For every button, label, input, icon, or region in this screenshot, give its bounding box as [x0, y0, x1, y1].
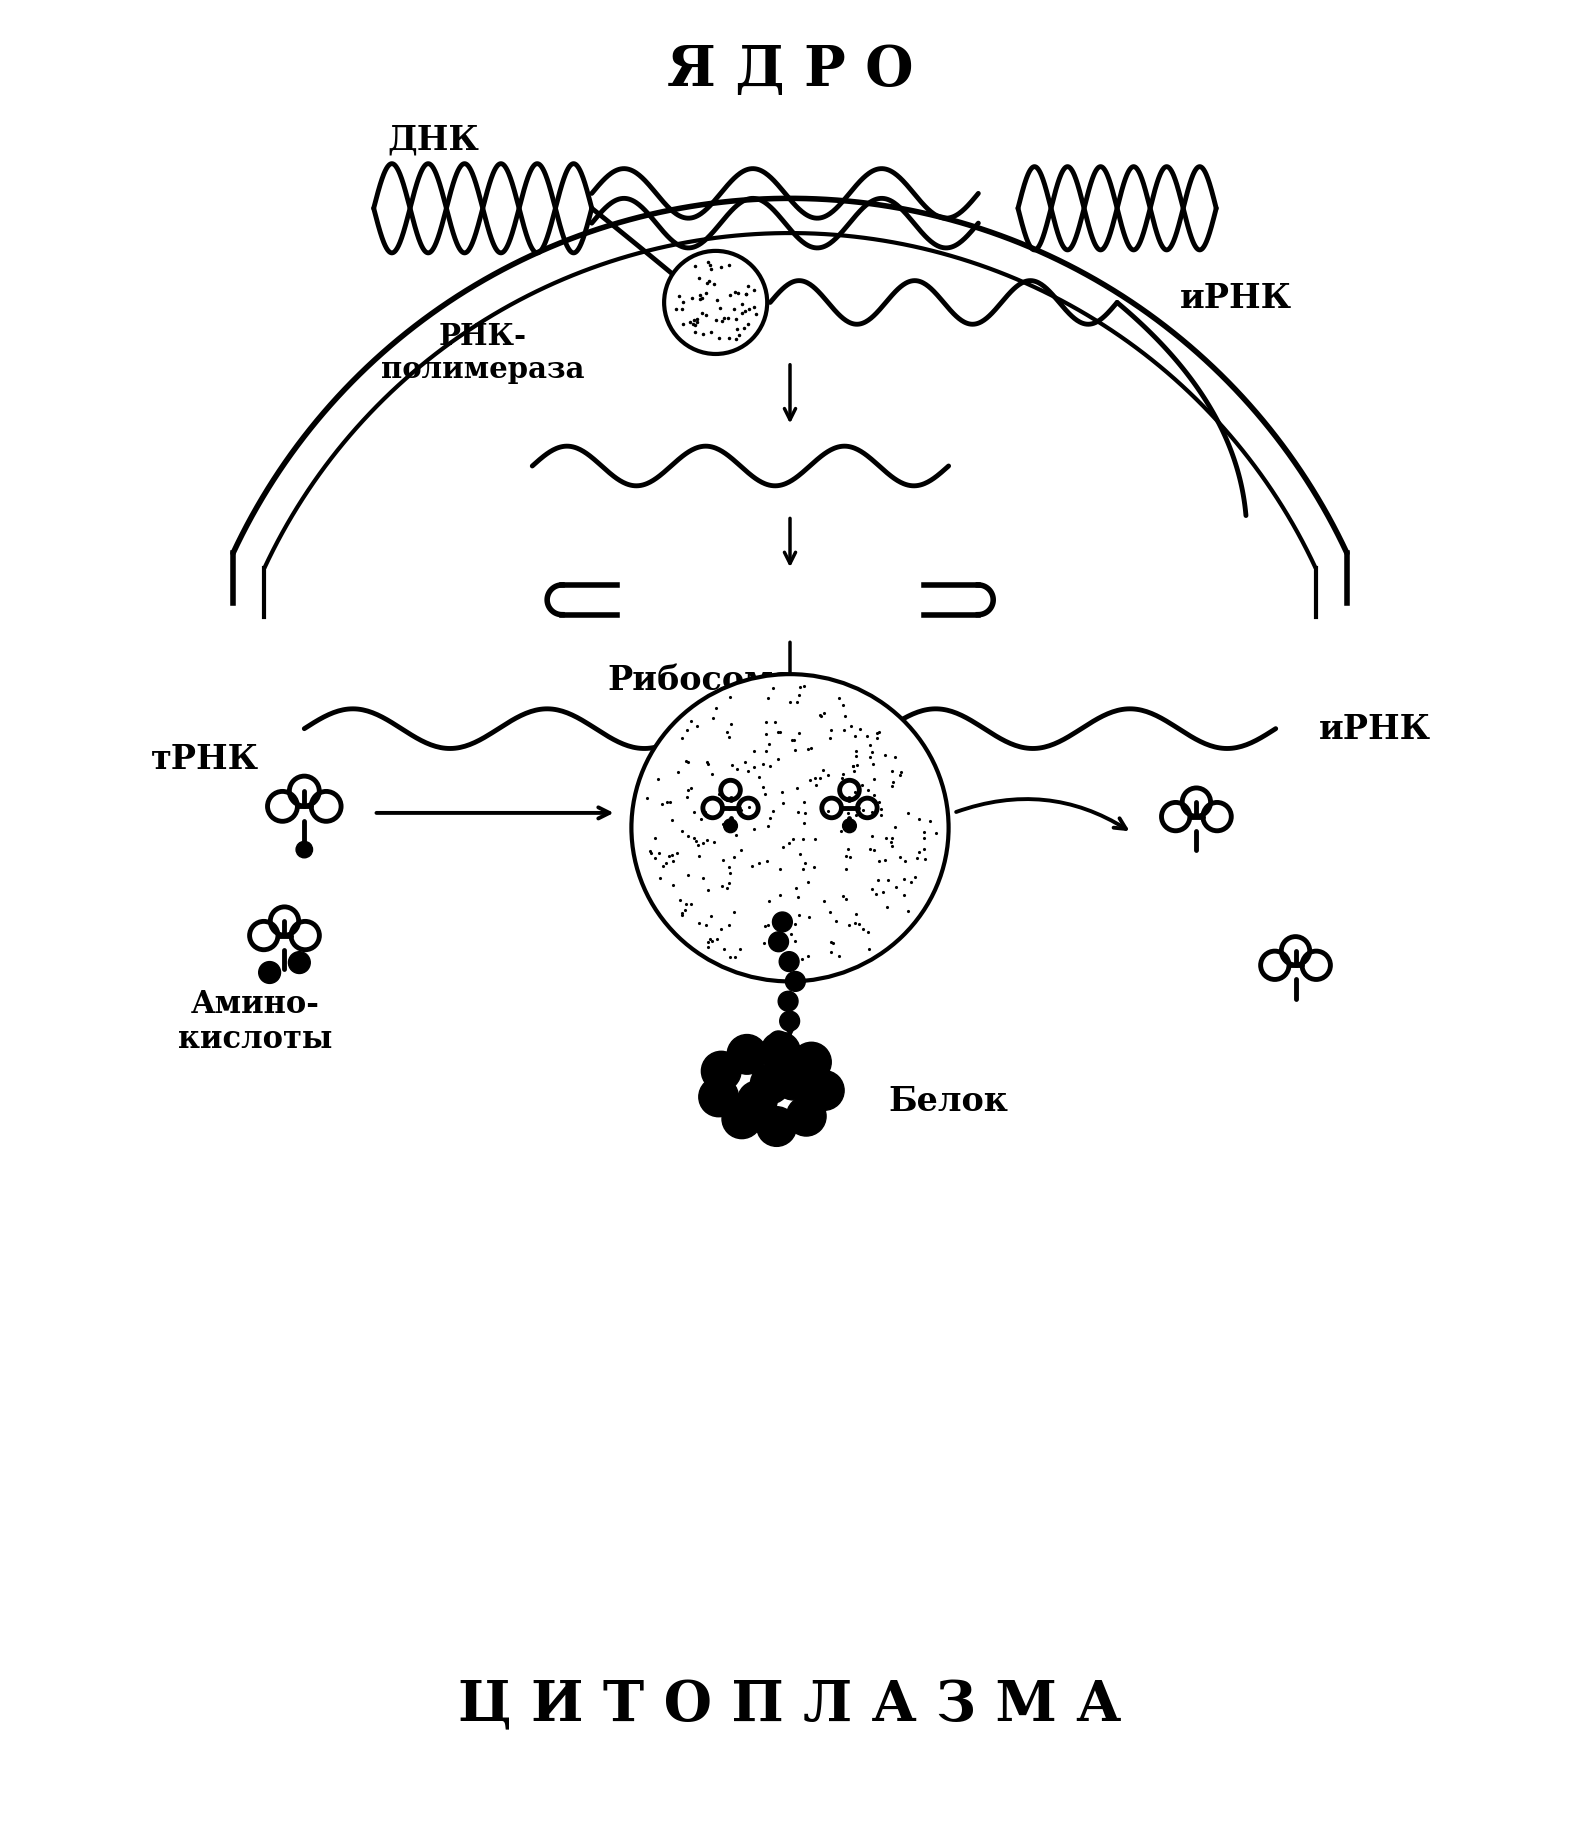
Circle shape [779, 953, 799, 973]
Text: ДНК: ДНК [387, 123, 479, 156]
Circle shape [722, 1099, 762, 1140]
Circle shape [792, 1042, 831, 1083]
Circle shape [774, 1061, 814, 1101]
Text: иРНК: иРНК [1319, 713, 1431, 746]
Text: Рибосома: Рибосома [607, 663, 795, 696]
Circle shape [295, 843, 313, 859]
Circle shape [750, 1064, 790, 1105]
Circle shape [738, 1081, 777, 1121]
Text: тРНК: тРНК [152, 742, 259, 775]
Text: РНК-
полимераза: РНК- полимераза [381, 322, 585, 385]
Circle shape [724, 819, 738, 834]
Circle shape [785, 973, 806, 991]
Circle shape [259, 962, 281, 984]
Circle shape [804, 1072, 844, 1110]
Circle shape [289, 953, 310, 975]
Text: Ц И Т О П Л А З М А: Ц И Т О П Л А З М А [458, 1678, 1122, 1733]
Circle shape [779, 991, 798, 1011]
Circle shape [727, 1035, 766, 1075]
Text: иРНК: иРНК [1180, 282, 1292, 315]
Circle shape [842, 819, 856, 834]
Text: Амино-
кислоты: Амино- кислоты [177, 987, 332, 1055]
Circle shape [781, 1011, 799, 1031]
Ellipse shape [632, 674, 948, 982]
Circle shape [698, 1077, 738, 1118]
Circle shape [781, 1052, 799, 1072]
Circle shape [768, 932, 788, 953]
Circle shape [664, 251, 768, 355]
Text: Белок: Белок [888, 1085, 1008, 1118]
Circle shape [757, 1107, 796, 1147]
Circle shape [773, 912, 792, 932]
Circle shape [768, 1031, 788, 1052]
Circle shape [760, 1033, 801, 1072]
Text: Я Д Р О: Я Д Р О [667, 42, 913, 97]
Circle shape [787, 1097, 826, 1136]
Circle shape [702, 1052, 741, 1092]
